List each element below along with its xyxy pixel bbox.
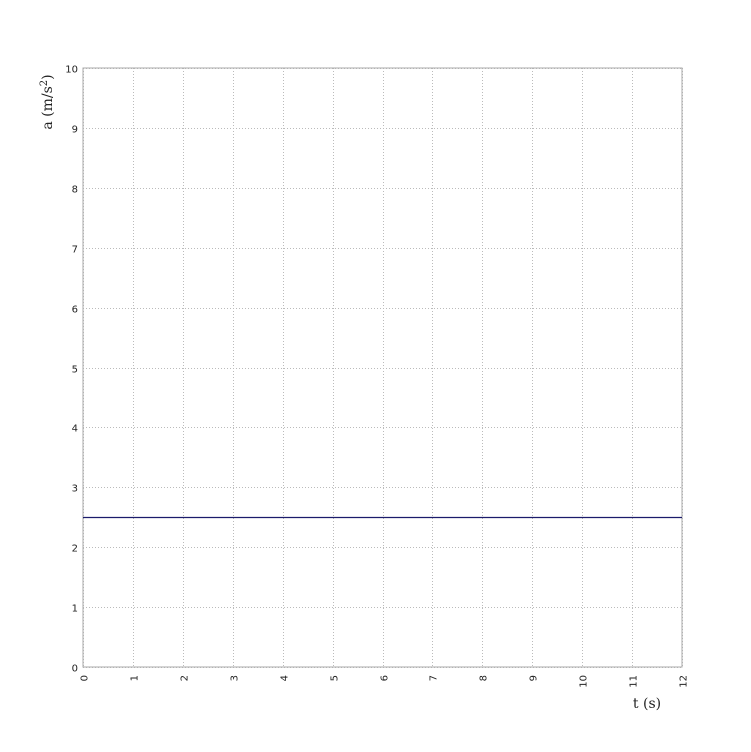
y-tick-label: 2 (72, 544, 78, 555)
x-tick-label: 11 (629, 675, 640, 688)
y-tick-label: 9 (72, 125, 78, 136)
x-tick-label: 9 (529, 675, 540, 681)
x-tick-label: 6 (380, 675, 391, 681)
y-tick-label: 8 (72, 185, 78, 196)
x-tick-label: 5 (330, 675, 341, 681)
y-tick-label: 4 (72, 424, 78, 435)
y-tick-label: 5 (72, 365, 78, 376)
x-axis-label: t (s) (633, 696, 661, 712)
x-tick-label: 0 (80, 675, 91, 681)
x-tick-label: 4 (280, 675, 291, 681)
y-axis-label: a (m/s2) (39, 74, 57, 129)
y-tick-label: 10 (65, 65, 78, 76)
x-tick-label: 3 (230, 675, 241, 681)
y-tick-label: 1 (72, 604, 78, 615)
x-tick-label: 10 (579, 675, 590, 688)
y-tick-label: 6 (72, 305, 78, 316)
y-tick-label: 7 (72, 245, 78, 256)
x-tick-labels: 0 1 2 3 4 5 6 7 8 9 10 11 12 (80, 675, 690, 688)
x-tick-label: 1 (130, 675, 141, 681)
grid (83, 68, 683, 668)
x-tick-label: 12 (679, 675, 690, 688)
x-tick-label: 7 (429, 675, 440, 681)
y-tick-labels: 0 1 2 3 4 5 6 7 8 9 10 (65, 65, 78, 675)
y-tick-label: 3 (72, 484, 78, 495)
plot-frame (82, 67, 683, 668)
x-tick-label: 8 (479, 675, 490, 681)
x-tick-label: 2 (180, 675, 191, 681)
y-tick-label: 0 (72, 664, 78, 675)
